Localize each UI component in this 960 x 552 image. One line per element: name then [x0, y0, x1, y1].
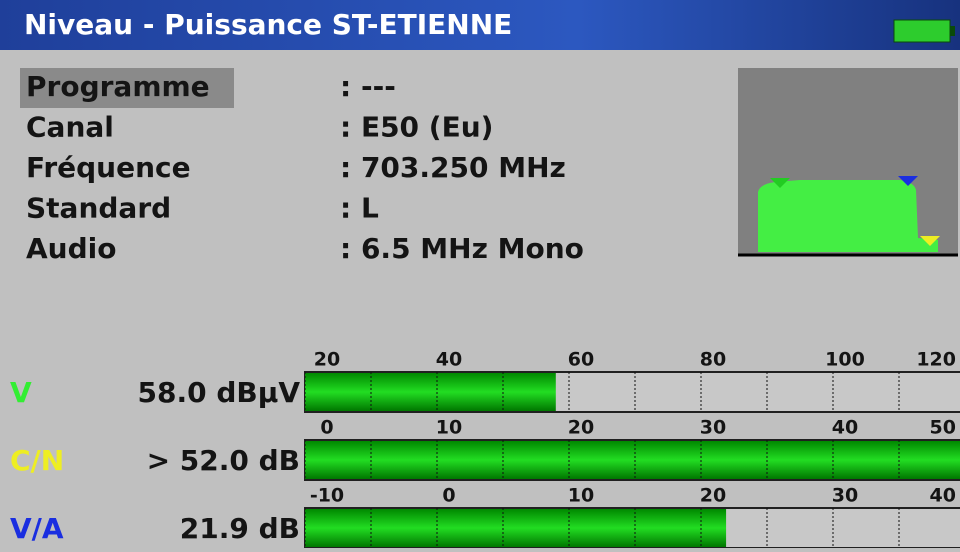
tick-label: -10	[310, 485, 344, 507]
tick-label: 30	[700, 417, 726, 439]
tick-label: 60	[568, 349, 594, 371]
info-value: : ---	[340, 70, 396, 103]
tick-label: 40	[436, 349, 462, 371]
tick-label: 20	[314, 349, 340, 371]
meter-bar	[305, 373, 556, 411]
tick-label: 120	[916, 349, 956, 371]
meter-label: V	[10, 376, 32, 409]
tick-label: 80	[700, 349, 726, 371]
tick-label: 100	[825, 349, 865, 371]
meter-label: V/A	[10, 512, 64, 545]
tick-label: 10	[436, 417, 462, 439]
tick-label: 30	[832, 485, 858, 507]
meter-label: C/N	[10, 444, 64, 477]
info-label: Standard	[26, 192, 171, 225]
header-title: Niveau - Puissance ST-ETIENNE	[24, 8, 512, 41]
info-label: Programme	[26, 70, 210, 103]
meter-reading: > 52.0 dB	[147, 444, 300, 477]
selection-highlight	[20, 68, 234, 108]
spectrum-thumbnail	[738, 68, 958, 257]
meter-reading: 58.0 dBµV	[138, 376, 301, 409]
tick-label: 50	[930, 417, 956, 439]
info-value: : L	[340, 192, 379, 225]
info-value: : 6.5 MHz Mono	[340, 232, 584, 265]
tick-label: 20	[568, 417, 594, 439]
meter-bar	[305, 509, 727, 547]
meter-reading: 21.9 dB	[180, 512, 300, 545]
tick-label: 0	[442, 485, 455, 507]
tick-label: 20	[700, 485, 726, 507]
tick-label: 40	[930, 485, 956, 507]
info-label: Canal	[26, 111, 114, 144]
tick-label: 0	[320, 417, 333, 439]
header-bar	[0, 0, 960, 50]
info-value: : E50 (Eu)	[340, 111, 493, 144]
meter-bar	[305, 441, 960, 479]
info-value: : 703.250 MHz	[340, 151, 566, 184]
tick-label: 40	[832, 417, 858, 439]
tick-label: 10	[568, 485, 594, 507]
info-label: Audio	[26, 232, 116, 265]
info-label: Fréquence	[26, 151, 191, 184]
battery-icon	[893, 19, 955, 43]
